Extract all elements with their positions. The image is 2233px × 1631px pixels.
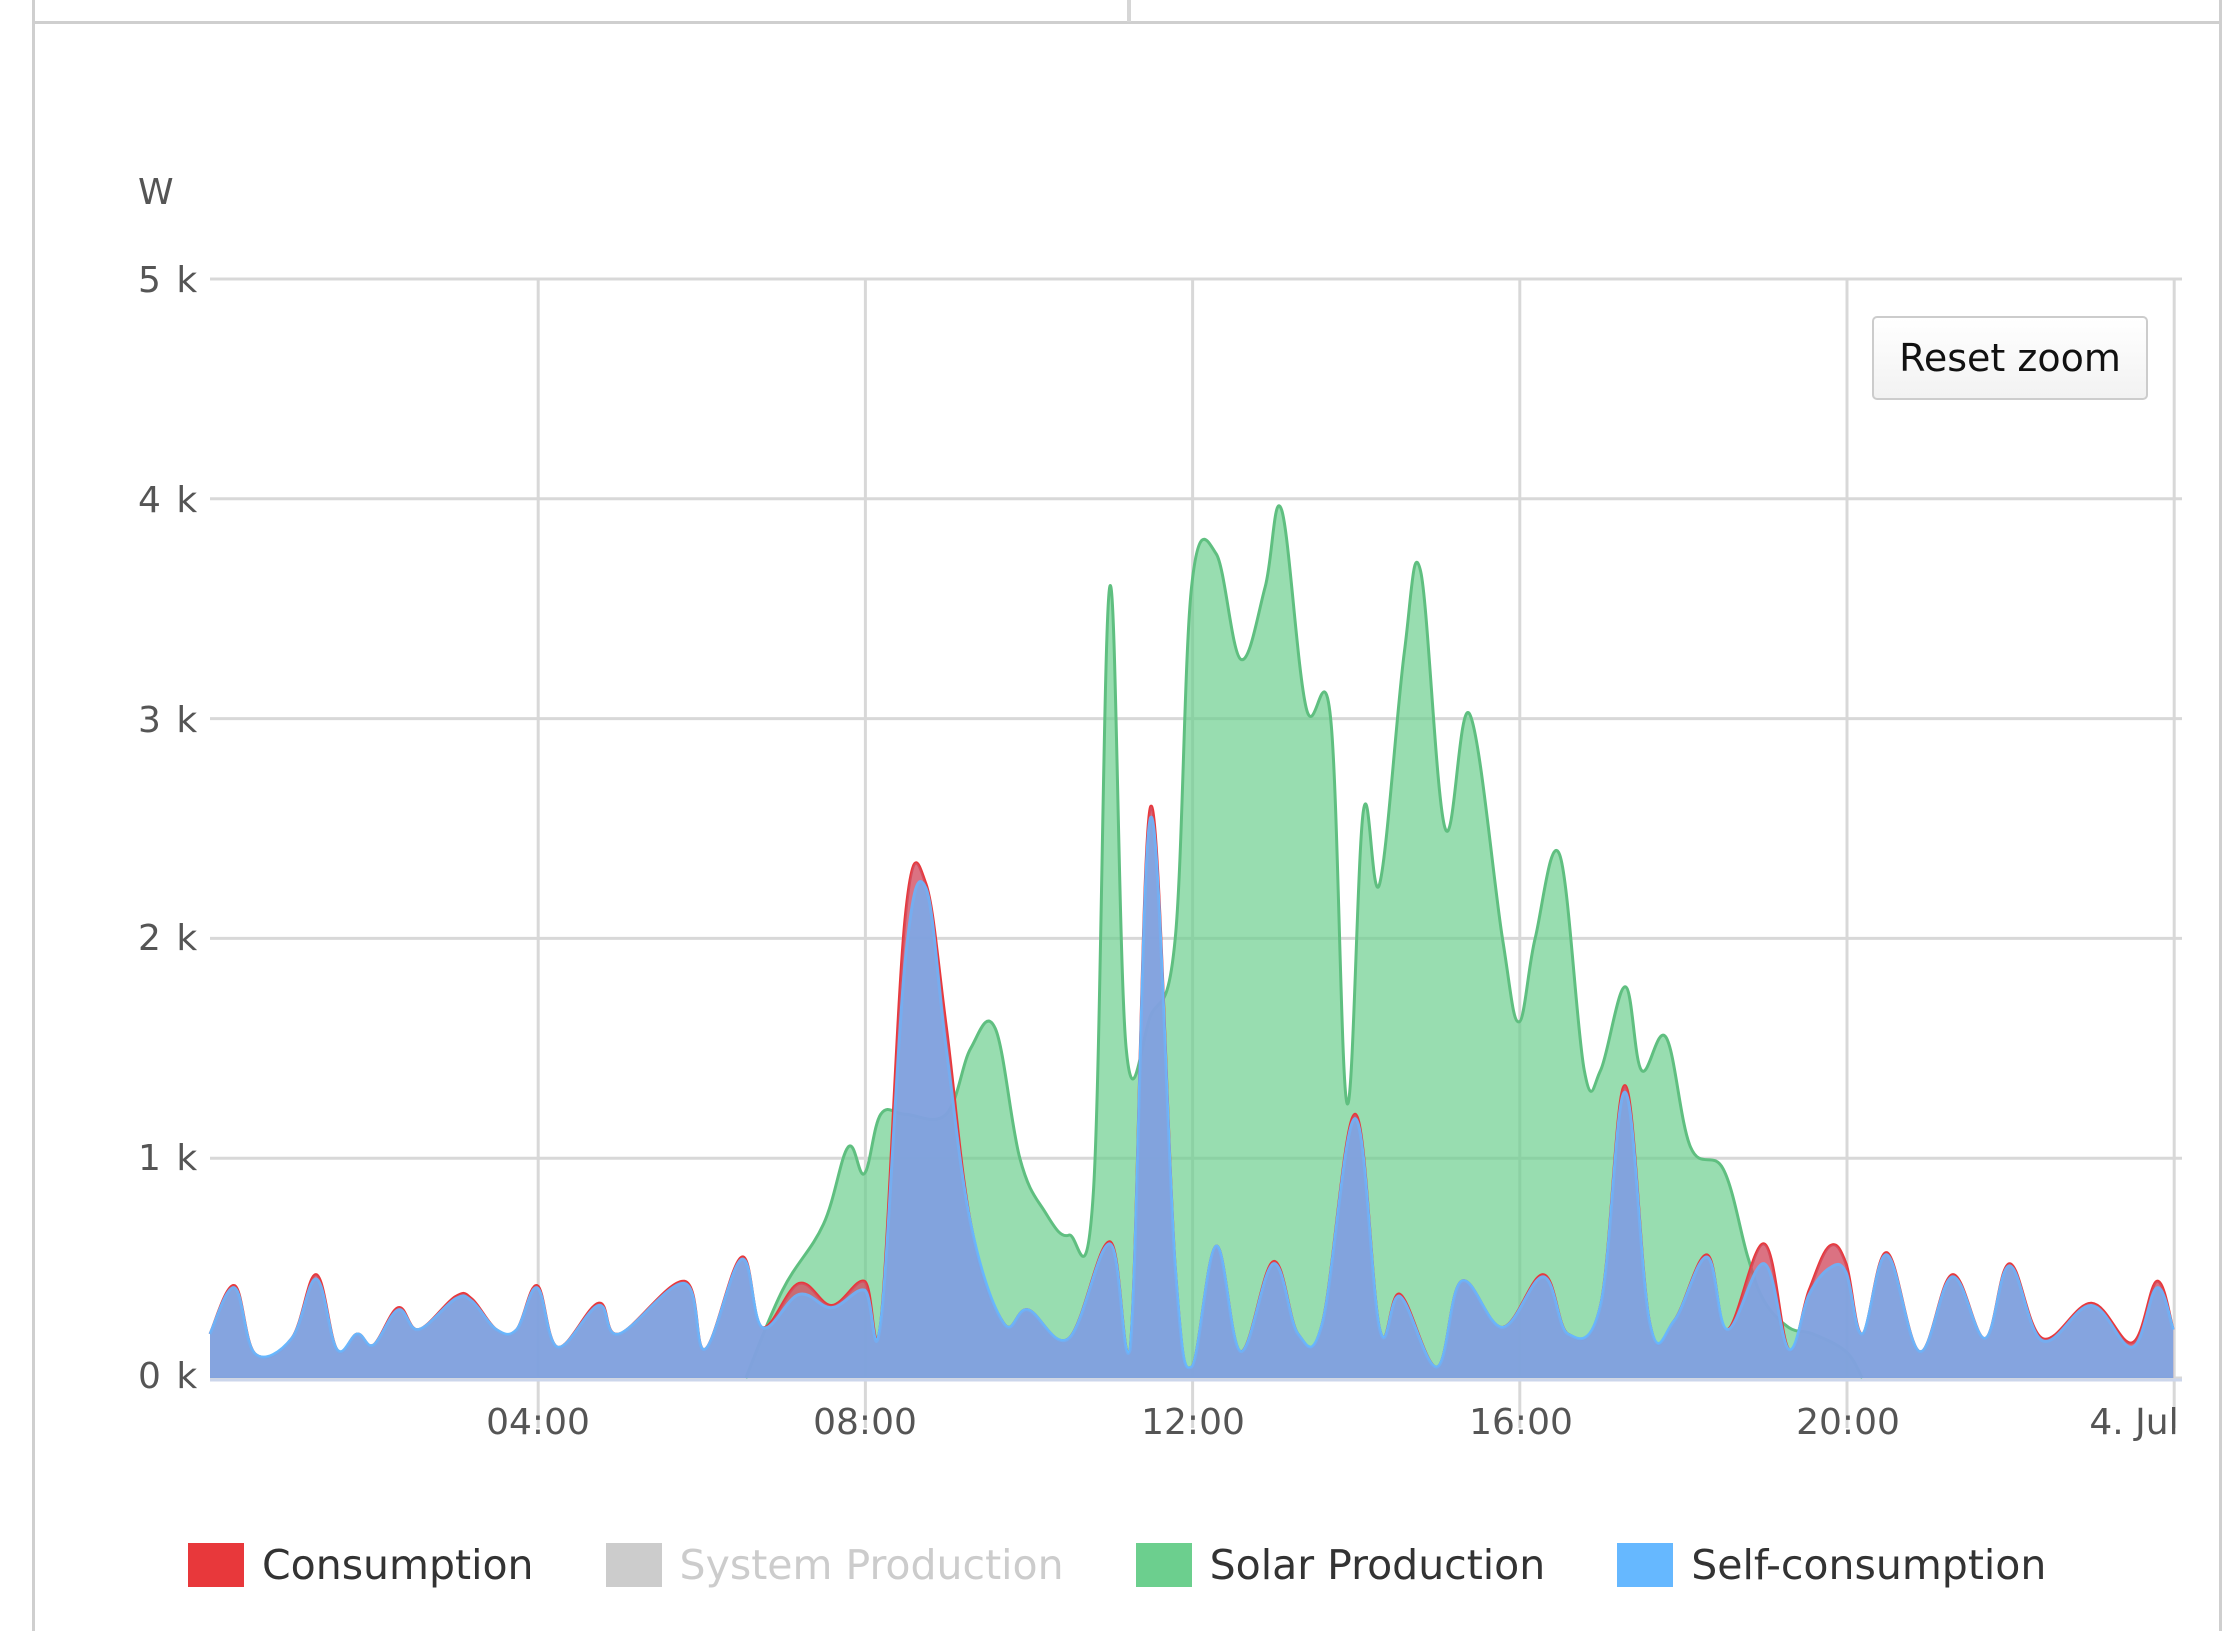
legend-item-solar-production[interactable]: Solar Production [1135,1541,1546,1589]
panel-right-border [2219,0,2222,1631]
header-separator [32,21,2222,24]
y-tick-3k: 3 k [138,700,200,741]
chart-series [208,504,2182,1382]
x-tick-0400: 04:00 [486,1402,590,1443]
y-tick-0k: 0 k [138,1356,200,1397]
legend-item-consumption[interactable]: Consumption [188,1541,534,1589]
consumption-swatch-icon [188,1543,244,1587]
x-tick-0800: 08:00 [813,1402,917,1443]
y-axis-unit-label: W [138,172,174,213]
panel-left-border [32,0,35,1631]
x-tick-1600: 16:00 [1469,1402,1573,1443]
solar-production-swatch-icon [1135,1543,1192,1587]
x-tick-1200: 12:00 [1141,1402,1245,1443]
legend-label: Self-consumption [1691,1541,2047,1589]
self-consumption-swatch-icon [1617,1543,1674,1587]
legend-item-self-consumption[interactable]: Self-consumption [1617,1541,2046,1589]
x-tick-2000: 20:00 [1796,1402,1900,1443]
y-tick-1k: 1 k [138,1138,200,1179]
reset-zoom-button[interactable]: Reset zoom [1872,316,2148,400]
x-tick-4-jul: 4. Jul [2089,1402,2179,1443]
chart-legend: Consumption System Production Solar Prod… [188,1535,2118,1595]
legend-label: Consumption [262,1541,534,1589]
system-production-swatch-icon [605,1543,662,1587]
legend-item-system-production[interactable]: System Production [605,1541,1064,1589]
y-tick-5k: 5 k [138,260,200,301]
y-tick-4k: 4 k [138,480,200,521]
legend-label: Solar Production [1209,1541,1546,1589]
header-column-divider [1127,0,1131,22]
y-tick-2k: 2 k [138,918,200,959]
legend-label: System Production [679,1541,1064,1589]
